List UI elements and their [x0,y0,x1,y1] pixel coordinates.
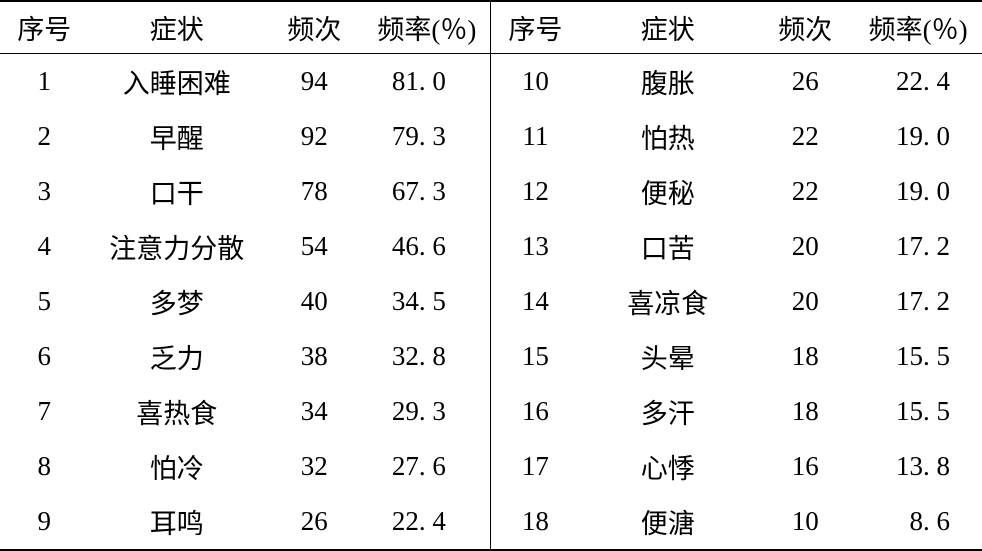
cell-seq: 1 [0,54,88,110]
cell-freq: 22 [756,109,854,164]
table-row: 9耳鸣2622. 418便溏108. 6 [0,494,982,550]
cell-symptom: 耳鸣 [88,494,265,550]
cell-symptom: 多梦 [88,274,265,329]
symptom-frequency-table: 序号 症状 频次 频率(％) 序号 症状 频次 频率(％) 1入睡困难9481.… [0,0,982,551]
cell-symptom: 乏力 [88,329,265,384]
cell-rate: 67. 3 [363,164,491,219]
cell-freq: 94 [265,54,363,110]
cell-freq: 16 [756,439,854,494]
table-body: 1入睡困难9481. 010腹胀2622. 42早醒9279. 311怕热221… [0,54,982,551]
cell-freq: 54 [265,219,363,274]
header-symptom-left: 症状 [88,1,265,54]
cell-freq: 18 [756,384,854,439]
cell-seq: 13 [491,219,579,274]
cell-rate: 8. 6 [854,494,982,550]
cell-symptom: 喜热食 [88,384,265,439]
cell-symptom: 多汗 [579,384,756,439]
table-row: 8怕冷3227. 617心悸1613. 8 [0,439,982,494]
cell-rate: 29. 3 [363,384,491,439]
header-rate-left: 频率(％) [363,1,491,54]
cell-rate: 15. 5 [854,329,982,384]
cell-rate: 27. 6 [363,439,491,494]
header-seq-left: 序号 [0,1,88,54]
cell-freq: 38 [265,329,363,384]
cell-freq: 20 [756,274,854,329]
cell-symptom: 口干 [88,164,265,219]
header-rate-right: 频率(％) [854,1,982,54]
cell-rate: 17. 2 [854,274,982,329]
cell-seq: 2 [0,109,88,164]
cell-rate: 34. 5 [363,274,491,329]
cell-freq: 26 [756,54,854,110]
cell-seq: 4 [0,219,88,274]
cell-symptom: 便秘 [579,164,756,219]
cell-seq: 8 [0,439,88,494]
table-row: 6乏力3832. 815头晕1815. 5 [0,329,982,384]
cell-freq: 78 [265,164,363,219]
cell-rate: 46. 6 [363,219,491,274]
cell-seq: 12 [491,164,579,219]
cell-seq: 15 [491,329,579,384]
cell-seq: 14 [491,274,579,329]
cell-seq: 10 [491,54,579,110]
cell-freq: 22 [756,164,854,219]
cell-seq: 16 [491,384,579,439]
cell-symptom: 便溏 [579,494,756,550]
cell-freq: 20 [756,219,854,274]
cell-seq: 5 [0,274,88,329]
cell-symptom: 口苦 [579,219,756,274]
symptom-table-container: 序号 症状 频次 频率(％) 序号 症状 频次 频率(％) 1入睡困难9481.… [0,0,982,501]
table-row: 3口干7867. 312便秘2219. 0 [0,164,982,219]
cell-rate: 22. 4 [363,494,491,550]
cell-symptom: 怕热 [579,109,756,164]
cell-seq: 18 [491,494,579,550]
header-freq-left: 频次 [265,1,363,54]
cell-symptom: 入睡困难 [88,54,265,110]
cell-rate: 19. 0 [854,164,982,219]
header-seq-right: 序号 [491,1,579,54]
cell-rate: 32. 8 [363,329,491,384]
cell-seq: 9 [0,494,88,550]
table-row: 7喜热食3429. 316多汗1815. 5 [0,384,982,439]
cell-symptom: 注意力分散 [88,219,265,274]
cell-freq: 32 [265,439,363,494]
cell-rate: 17. 2 [854,219,982,274]
cell-seq: 7 [0,384,88,439]
table-header-row: 序号 症状 频次 频率(％) 序号 症状 频次 频率(％) [0,1,982,54]
cell-seq: 3 [0,164,88,219]
cell-rate: 13. 8 [854,439,982,494]
cell-symptom: 腹胀 [579,54,756,110]
header-freq-right: 频次 [756,1,854,54]
cell-freq: 10 [756,494,854,550]
cell-freq: 18 [756,329,854,384]
cell-symptom: 心悸 [579,439,756,494]
cell-seq: 11 [491,109,579,164]
cell-rate: 15. 5 [854,384,982,439]
cell-symptom: 头晕 [579,329,756,384]
cell-seq: 17 [491,439,579,494]
cell-symptom: 怕冷 [88,439,265,494]
table-row: 5多梦4034. 514喜凉食2017. 2 [0,274,982,329]
cell-freq: 34 [265,384,363,439]
cell-rate: 81. 0 [363,54,491,110]
header-symptom-right: 症状 [579,1,756,54]
cell-freq: 92 [265,109,363,164]
table-row: 1入睡困难9481. 010腹胀2622. 4 [0,54,982,110]
cell-rate: 19. 0 [854,109,982,164]
cell-symptom: 喜凉食 [579,274,756,329]
table-row: 2早醒9279. 311怕热2219. 0 [0,109,982,164]
cell-rate: 22. 4 [854,54,982,110]
cell-rate: 79. 3 [363,109,491,164]
cell-symptom: 早醒 [88,109,265,164]
table-row: 4注意力分散5446. 613口苦2017. 2 [0,219,982,274]
cell-freq: 40 [265,274,363,329]
cell-freq: 26 [265,494,363,550]
cell-seq: 6 [0,329,88,384]
